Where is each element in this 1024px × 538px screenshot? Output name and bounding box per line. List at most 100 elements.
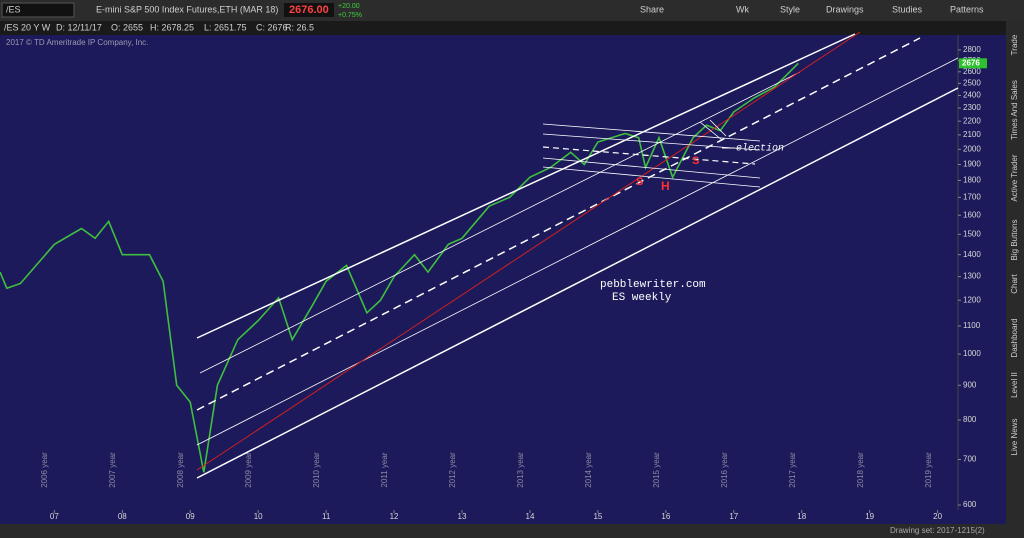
y-tick-label: 700 (963, 455, 977, 464)
y-tick-label: 2400 (963, 91, 981, 100)
year-label: 2007 year (108, 452, 117, 488)
flat-top (542, 123, 761, 142)
channel-inner-low (196, 57, 959, 446)
x-tick-label: 12 (390, 512, 399, 521)
x-tick-label: 18 (797, 512, 806, 521)
subtitle-label: ES weekly (612, 292, 672, 304)
side-tab[interactable]: Active Trader (1010, 154, 1019, 201)
y-tick-label: 1200 (963, 295, 981, 304)
flat-2 (542, 133, 761, 151)
trend-red (196, 31, 861, 471)
x-tick-label: 14 (526, 512, 535, 521)
side-tab[interactable]: Trade (1010, 34, 1019, 55)
side-tab[interactable]: Dashboard (1010, 318, 1019, 357)
side-tab[interactable]: Level II (1010, 372, 1019, 398)
price-line (0, 62, 799, 473)
year-label: 2011 year (380, 452, 389, 487)
year-label: 2016 year (720, 452, 729, 488)
y-tick-label: 2800 (963, 45, 981, 54)
status-bar (0, 524, 1006, 538)
info-range: R: 26.5 (285, 22, 314, 32)
last-box (284, 3, 334, 17)
x-tick-label: 15 (593, 512, 602, 521)
y-tick-label: 1400 (963, 250, 981, 259)
x-tick-label: 19 (865, 512, 874, 521)
channel-bottom (196, 87, 959, 479)
flat-3 (542, 157, 761, 179)
flat-bottom (542, 166, 761, 188)
chart-area (0, 35, 1006, 510)
y-tick-label: 1900 (963, 160, 981, 169)
description: E-mini S&P 500 Index Futures,ETH (MAR 18… (96, 4, 278, 14)
symbol[interactable]: /ES (6, 4, 21, 14)
event-label: election (736, 143, 784, 155)
toolbar-button[interactable]: Drawings (826, 4, 864, 14)
channel-mid (196, 37, 921, 411)
arrow (709, 119, 727, 137)
info-bar (0, 21, 1024, 35)
toolbar-button[interactable]: Share (640, 4, 664, 14)
side-tab[interactable]: Live News (1010, 419, 1019, 456)
toolbar-button[interactable]: Studies (892, 4, 923, 14)
y-tick-label: 1300 (963, 272, 981, 281)
x-tick-label: 09 (186, 512, 195, 521)
y-tick-label: 2600 (963, 67, 981, 76)
y-tick-label: 2100 (963, 130, 981, 139)
last-price-label: 2676 (962, 58, 980, 67)
x-tick-label: 13 (458, 512, 467, 521)
symbol-box[interactable] (1, 2, 75, 18)
y-tick-label: 600 (963, 500, 977, 509)
x-tick-label: 08 (118, 512, 127, 521)
last-price: 2676.00 (289, 4, 329, 16)
y-tick-label: 2500 (963, 79, 981, 88)
side-panel (1006, 21, 1024, 538)
x-tick-label: 20 (933, 512, 942, 521)
arrow (699, 121, 723, 141)
channel-top (196, 33, 856, 339)
toolbar-button[interactable]: Style (780, 4, 800, 14)
year-label: 2008 year (176, 452, 185, 488)
year-label: 2013 year (516, 452, 525, 488)
info-close: C: 2676 (256, 22, 288, 32)
toolbar-button[interactable]: Wk (736, 4, 749, 14)
channel-drawings (196, 31, 959, 479)
side-tab[interactable]: Big Buttons (1010, 220, 1019, 261)
year-label: 2017 year (788, 452, 797, 488)
change-pct: +0.75% (338, 12, 362, 19)
drawing-set[interactable]: Drawing set: 2017-1215(2) (890, 526, 985, 535)
y-tick-label: 2200 (963, 116, 981, 125)
side-tab[interactable]: Chart (1010, 273, 1019, 293)
y-tick-label: 900 (963, 380, 977, 389)
year-label: 2019 year (924, 452, 933, 488)
y-tick-label: 2300 (963, 103, 981, 112)
info-high: H: 2678.25 (150, 22, 194, 32)
year-label: 2014 year (584, 452, 593, 488)
x-tick-label: 10 (254, 512, 263, 521)
y-tick-label: 1000 (963, 349, 981, 358)
info-date: D: 12/11/17 (56, 22, 102, 32)
year-label: 2006 year (40, 452, 49, 488)
info-low: L: 2651.75 (204, 22, 247, 32)
side-tab[interactable]: Times And Sales (1010, 80, 1019, 140)
shoulder-label: S (636, 176, 643, 188)
y-tick-label: 1100 (963, 321, 981, 330)
shoulder-label: S (692, 155, 699, 167)
y-tick-label: 1800 (963, 176, 981, 185)
x-tick-label: 07 (50, 512, 59, 521)
x-tick-label: 11 (322, 512, 331, 521)
y-tick-label: 1700 (963, 192, 981, 201)
year-label: 2012 year (448, 452, 457, 488)
year-label: 2010 year (312, 452, 321, 488)
change: +20.00 (338, 3, 360, 10)
x-tick-label: 17 (729, 512, 738, 521)
site-label: pebblewriter.com (600, 279, 706, 291)
info-open: O: 2655 (111, 22, 143, 32)
flat-mid (542, 146, 756, 165)
toolbar-button[interactable]: Patterns (950, 4, 984, 14)
last-price-box (959, 58, 987, 69)
y-tick-label: 800 (963, 415, 977, 424)
copyright: 2017 © TD Ameritrade IP Company, Inc. (6, 38, 148, 47)
y-tick-label: 1600 (963, 210, 981, 219)
head-label: H (661, 179, 670, 193)
